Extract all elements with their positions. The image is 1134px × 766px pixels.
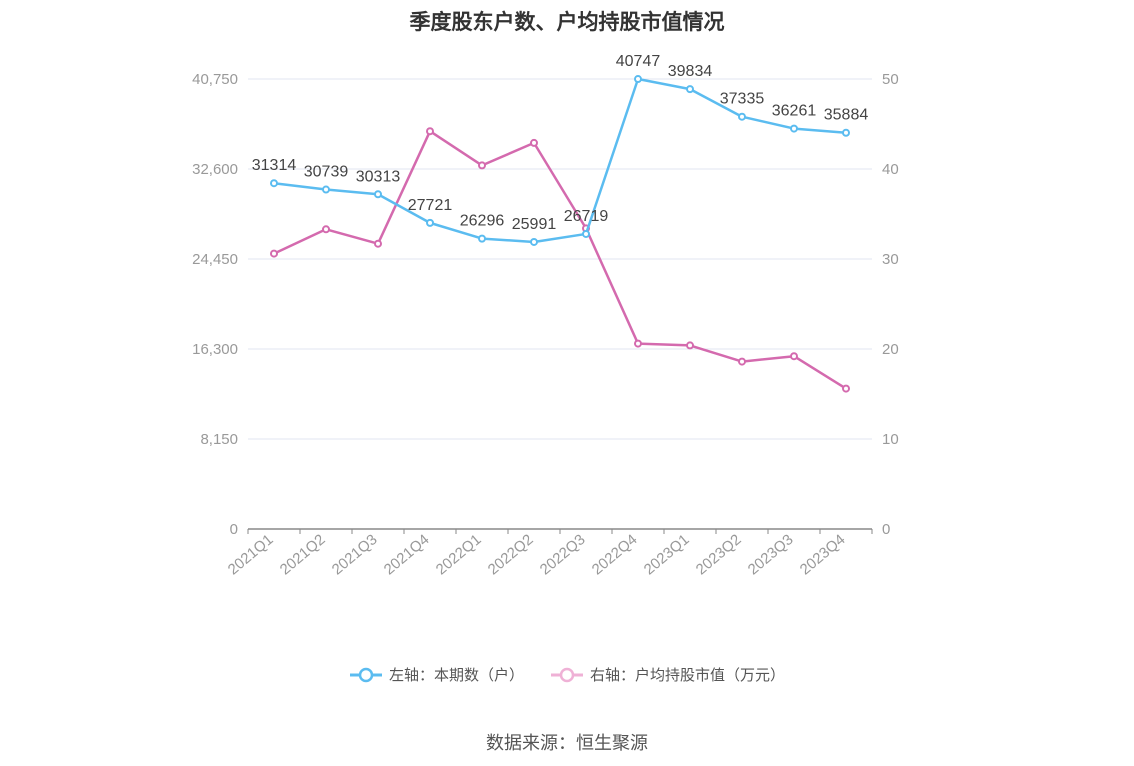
x-axis-tick-label: 2022Q2	[485, 531, 537, 578]
data-point-market-value	[322, 225, 330, 234]
legend-item-market-value[interactable]: 右轴：户均持股市值（万元）	[550, 664, 785, 685]
right-axis-tick-label: 50	[882, 71, 899, 88]
data-label-households: 25991	[512, 216, 557, 233]
data-point-market-value	[738, 357, 746, 366]
data-label-households: 40747	[616, 53, 661, 70]
data-point-households	[426, 218, 434, 227]
left-axis-tick-label: 24,450	[192, 251, 238, 268]
data-point-market-value	[426, 127, 434, 136]
legend-item-households[interactable]: 左轴：本期数（户）	[349, 664, 524, 685]
legend-line-marker-pink	[551, 667, 583, 682]
data-point-households	[270, 179, 278, 188]
data-point-households	[738, 112, 746, 121]
left-axis-tick-label: 8,150	[200, 431, 238, 448]
right-axis-tick-label: 40	[882, 161, 899, 178]
data-point-households	[582, 229, 590, 238]
left-axis-tick-label: 40,750	[192, 71, 238, 88]
data-label-households: 35884	[824, 107, 869, 124]
data-source: 数据来源：恒生聚源	[486, 733, 648, 753]
data-point-market-value	[478, 161, 486, 170]
x-axis-tick-label: 2021Q2	[277, 531, 329, 578]
x-axis-tick-label: 2023Q2	[693, 531, 745, 578]
data-label-households: 30313	[356, 168, 401, 185]
data-label-households: 37335	[720, 91, 765, 108]
chart-title: 季度股东户数、户均持股市值情况	[409, 11, 725, 34]
legend: 左轴：本期数（户） 右轴：户均持股市值（万元）	[0, 664, 1134, 685]
x-axis-tick-label: 2022Q3	[537, 531, 589, 578]
right-axis-tick-label: 10	[882, 431, 899, 448]
data-point-market-value	[270, 249, 278, 258]
x-axis-tick-label: 2022Q1	[433, 531, 485, 578]
data-point-households	[842, 128, 850, 137]
data-label-households: 31314	[252, 157, 297, 174]
data-point-households	[790, 124, 798, 133]
right-axis-tick-label: 30	[882, 251, 899, 268]
series-line-households	[273, 77, 847, 244]
left-axis-tick-label: 0	[230, 521, 238, 538]
data-point-market-value	[686, 341, 694, 350]
legend-label-households: 左轴：本期数（户）	[388, 667, 524, 684]
data-point-households	[478, 234, 486, 243]
series-line-market-value	[273, 129, 847, 390]
data-point-market-value	[374, 239, 382, 248]
right-axis-tick-label: 20	[882, 341, 899, 358]
x-axis-tick-label: 2021Q4	[381, 531, 433, 578]
data-label-households: 39834	[668, 63, 713, 80]
left-axis-tick-label: 32,600	[192, 161, 238, 178]
x-axis-tick-label: 2021Q3	[329, 531, 381, 578]
data-point-households	[374, 190, 382, 199]
legend-label-market-value: 右轴：户均持股市值（万元）	[590, 667, 786, 684]
line-chart: 0 0 8,150 10 16,300 20 24,450 30 32,600 40 40,750 5…	[192, 53, 899, 578]
data-point-market-value	[790, 352, 798, 361]
data-label-households: 36261	[772, 103, 817, 120]
x-axis-tick-label: 2022Q4	[589, 531, 641, 578]
data-point-households	[530, 237, 538, 246]
data-point-market-value	[842, 384, 850, 393]
data-point-households	[686, 85, 694, 94]
right-axis-tick-label: 0	[882, 521, 890, 538]
data-point-households	[634, 75, 642, 84]
x-axis-tick-label: 2023Q4	[797, 531, 849, 578]
left-axis-tick-label: 16,300	[192, 341, 238, 358]
legend-line-marker-blue	[349, 667, 382, 682]
x-axis-tick-label: 2023Q3	[745, 531, 797, 578]
data-label-households: 30739	[304, 164, 349, 181]
x-axis-tick-label: 2021Q1	[225, 531, 277, 578]
data-label-households: 26719	[564, 208, 609, 225]
data-point-market-value	[530, 138, 538, 147]
data-label-households: 27721	[408, 197, 453, 214]
data-point-households	[322, 185, 330, 194]
data-label-households: 26296	[460, 213, 505, 230]
x-axis-tick-label: 2023Q1	[641, 531, 693, 578]
data-point-market-value	[634, 339, 642, 348]
